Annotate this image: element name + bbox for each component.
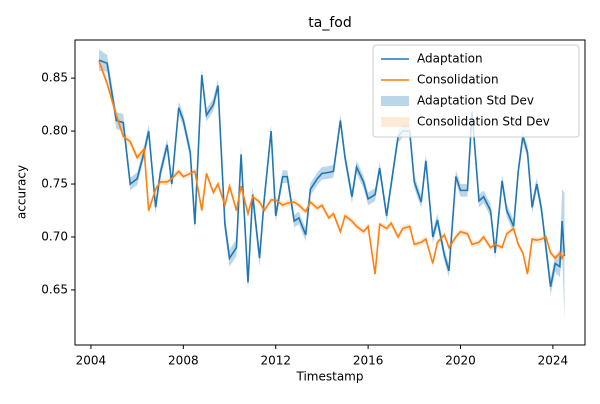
y-axis-label: accuracy <box>15 165 29 219</box>
x-tick-label: 2004 <box>76 354 107 368</box>
legend-label: Adaptation Std Dev <box>417 94 534 108</box>
x-tick-label: 2012 <box>260 354 291 368</box>
y-tick-label: 0.75 <box>41 177 68 191</box>
legend-label: Consolidation <box>417 73 499 87</box>
x-axis-label: Timestamp <box>296 370 364 384</box>
x-tick-label: 2016 <box>353 354 384 368</box>
chart-title: ta_fod <box>308 15 351 31</box>
legend-swatch <box>381 117 409 127</box>
plot-frame <box>74 39 586 346</box>
x-tick-label: 2020 <box>445 354 476 368</box>
y-tick-label: 0.65 <box>41 282 68 296</box>
line <box>98 60 566 275</box>
x-tick-label: 2008 <box>168 354 199 368</box>
x-tick-label: 2024 <box>538 354 569 368</box>
y-tick-label: 0.85 <box>41 71 68 85</box>
y-tick-label: 0.80 <box>41 124 68 138</box>
line <box>98 59 566 287</box>
legend-label: Consolidation Std Dev <box>417 115 550 129</box>
legend-label: Adaptation <box>417 52 483 66</box>
y-tick-label: 0.70 <box>41 229 68 243</box>
legend-swatch <box>381 96 409 106</box>
legend-box <box>372 44 580 138</box>
